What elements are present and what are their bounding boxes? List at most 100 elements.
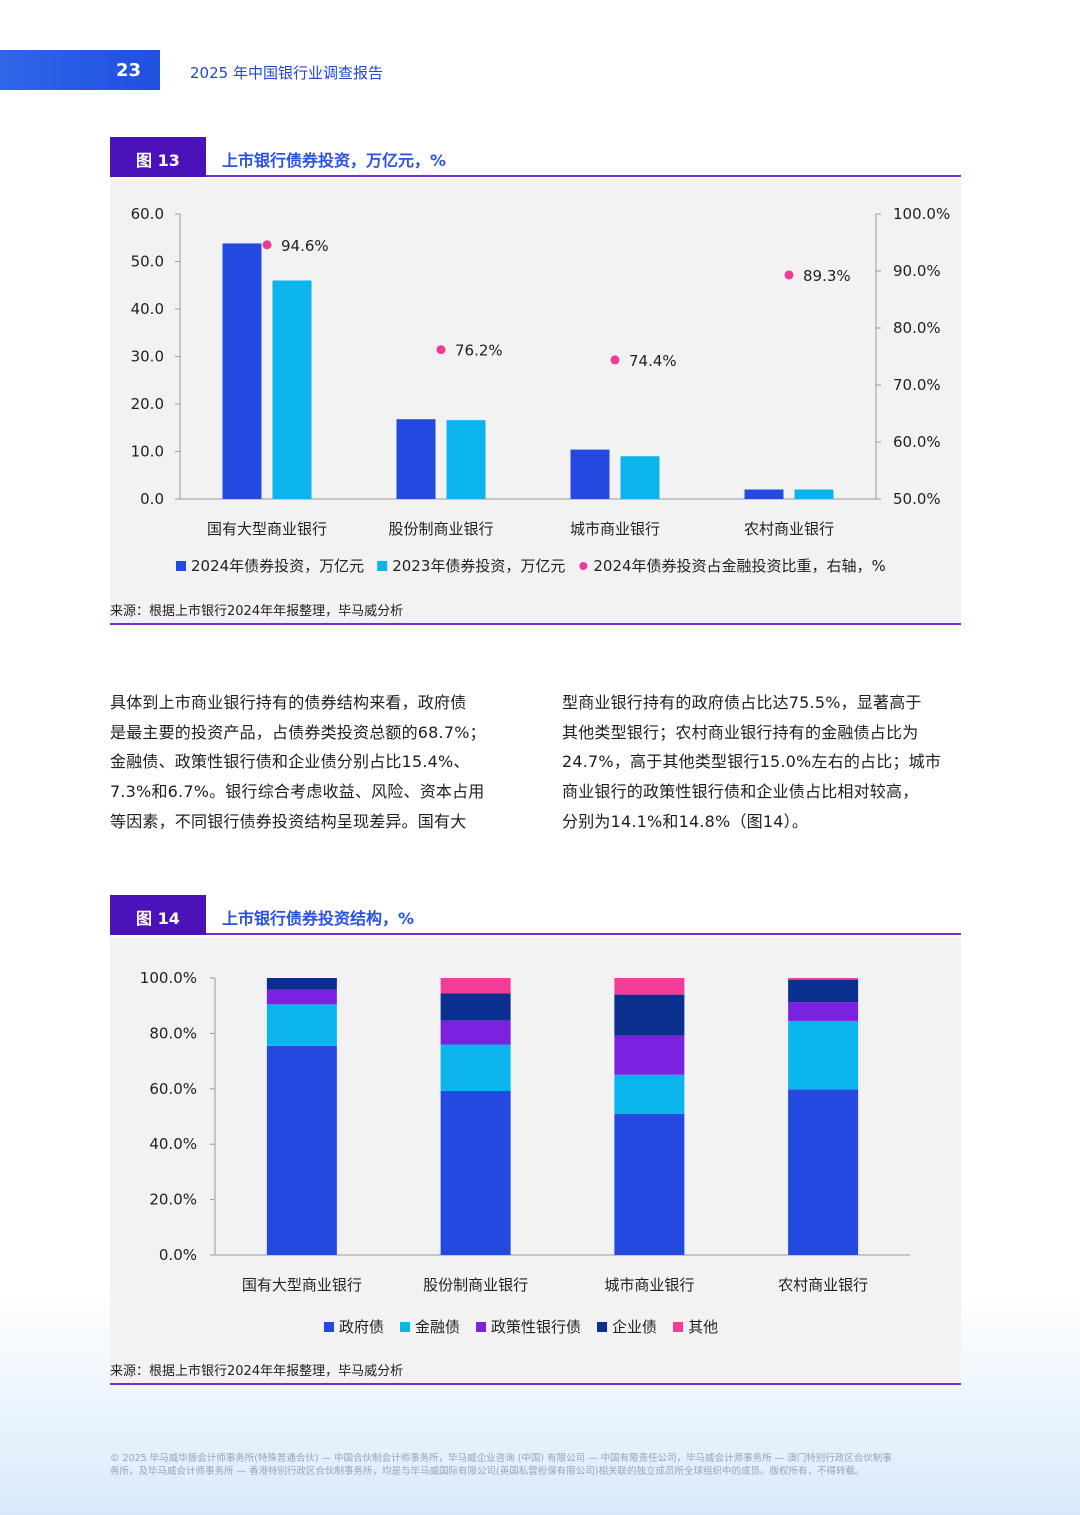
y-tick-label: 100.0% [140,969,197,987]
ratio-point [436,345,446,355]
x-tick-label: 城市商业银行 [570,520,660,538]
figure14-label-box: 图 14 [110,895,206,935]
stacked-bar-segment [788,1089,859,1255]
body-text-line: 分别为14.1%和14.8%（图14）。 [562,811,809,831]
y-tick-label-left: 10.0 [131,443,164,461]
body-right-column: 型商业银行持有的政府债占比达75.5%，显著高于 其他类型银行；农村商业银行持有的… [562,688,941,837]
stacked-bar-segment [440,978,511,994]
figure14-title: 上市银行债券投资结构，% [222,909,415,928]
y-tick-label: 0.0% [159,1246,197,1264]
bar [446,420,486,499]
ratio-point [262,240,272,250]
legend-label: 政策性银行债 [491,1318,581,1336]
stacked-bar-segment [614,1035,685,1075]
ratio-point [784,270,794,280]
stacked-bar-segment [440,1044,511,1092]
legend-marker [673,1322,684,1332]
stacked-bar-segment [614,1074,685,1114]
bar [744,489,784,499]
legend-marker [400,1322,411,1332]
stacked-bar-segment [440,993,511,1021]
bar [396,419,436,499]
legend-label: 政府债 [339,1318,384,1336]
x-tick-label: 国有大型商业银行 [242,1276,362,1294]
legend-label: 金融债 [415,1318,460,1336]
report-title: 2025 年中国银行业调查报告 [190,64,383,82]
y-tick-label-left: 30.0 [131,348,164,366]
legend-marker [597,1322,608,1332]
stacked-bar-segment [788,979,859,1003]
y-tick-label-right: 100.0% [893,205,950,223]
y-tick-label: 20.0% [149,1191,197,1209]
figure13-title: 上市银行债券投资，万亿元，% [222,151,447,170]
bar [272,280,312,499]
bar [794,489,834,499]
footer-line: 务所，及毕马威会计师事务所 — 香港特别行政区合伙制事务所，均是与毕马威国际有限… [110,1466,865,1477]
y-tick-label-left: 60.0 [131,205,164,223]
stacked-bar-segment [440,1020,511,1045]
body-text-line: 等因素，不同银行债券投资结构呈现差异。国有大 [110,811,467,831]
legend-marker [377,561,388,571]
figure14-header: 图 14 上市银行债券投资结构，% [110,895,961,935]
ratio-data-label: 74.4% [629,352,677,370]
y-tick-label-right: 50.0% [893,490,941,508]
stacked-bar-segment [614,978,685,995]
stacked-bar-segment [266,989,337,1005]
stacked-bar-segment [266,1004,337,1046]
legend-label: 2023年债券投资，万亿元 [392,557,565,575]
bar [570,449,610,499]
legend-label: 其他 [688,1318,718,1336]
stacked-bar-segment [788,978,859,980]
bar [222,243,262,499]
y-tick-label-left: 0.0 [140,490,164,508]
stacked-bar-segment [266,1045,337,1255]
figure14-source: 来源：根据上市银行2024年年报整理，毕马威分析 [110,1364,404,1379]
ratio-data-label: 89.3% [803,267,851,285]
bar [620,456,660,499]
x-tick-label: 农村商业银行 [744,520,834,538]
y-tick-label-right: 90.0% [893,262,941,280]
body-text-line: 金融债、政策性银行债和企业债分别占比15.4%、 [110,752,470,772]
figure13-bottom-rule [110,623,961,625]
x-tick-label: 股份制商业银行 [423,1276,528,1294]
figure14-chart: 0.0% 20.0% 40.0% 60.0% 80.0% 100.0% 国有大型商业银行 股份… [140,969,910,1336]
ratio-data-label: 76.2% [455,342,503,360]
y-tick-label: 60.0% [149,1080,197,1098]
body-text-line: 是最主要的投资产品，占债券类投资总额的68.7%； [110,722,486,742]
body-text-line: 型商业银行持有的政府债占比达75.5%，显著高于 [562,693,922,712]
body-text-line: 24.7%，高于其他类型银行15.0%左右的占比；城市 [562,752,942,772]
x-tick-label: 国有大型商业银行 [207,520,327,538]
legend-marker [579,562,588,570]
legend-marker [476,1322,487,1332]
stacked-bar-segment [788,1002,859,1021]
body-text-line: 具体到上市商业银行持有的债券结构来看，政府债 [110,693,467,712]
body-left-column: 具体到上市商业银行持有的债券结构来看，政府债 是最主要的投资产品，占债券类投资总额… [110,688,486,837]
figure13-source: 来源：根据上市银行2024年年报整理，毕马威分析 [110,604,404,619]
stacked-bar-segment [788,1020,859,1090]
figure14-bottom-rule [110,1383,961,1385]
page-header: 23 2025 年中国银行业调查报告 [0,50,1080,90]
x-tick-label: 股份制商业银行 [388,520,493,538]
figure13-chart: 0.0 10.0 20.0 30.0 40.0 50.0 60.0 50.0% 60.0% 70.… [131,205,951,575]
y-tick-label: 80.0% [149,1024,197,1042]
body-text-line: 其他类型银行；农村商业银行持有的金融债占比为 [562,722,919,742]
ratio-data-label: 94.6% [281,237,329,255]
stacked-bar-segment [614,1113,685,1255]
page-number: 23 [116,60,142,81]
legend-label: 2024年债券投资，万亿元 [191,557,364,575]
figure13-label-box: 图 13 [110,137,206,177]
stacked-bar-segment [440,1091,511,1255]
stacked-bar-segment [614,994,685,1036]
legend-label: 2024年债券投资占金融投资比重，右轴，% [593,557,885,575]
y-tick-label-right: 70.0% [893,376,941,394]
x-tick-label: 城市商业银行 [604,1276,694,1294]
legend-marker [176,561,186,571]
figure13-label: 图 13 [136,151,180,170]
y-tick-label-right: 60.0% [893,433,941,451]
figure14-label: 图 14 [136,909,180,928]
footer-line: © 2025 毕马威华振会计师事务所(特殊普通合伙) — 中国合伙制会计师事务所… [110,1453,892,1464]
y-tick-label-left: 40.0 [131,300,164,318]
y-tick-label: 40.0% [149,1135,197,1153]
y-tick-label-left: 50.0 [131,253,164,271]
page-number-box: 23 [0,50,160,90]
